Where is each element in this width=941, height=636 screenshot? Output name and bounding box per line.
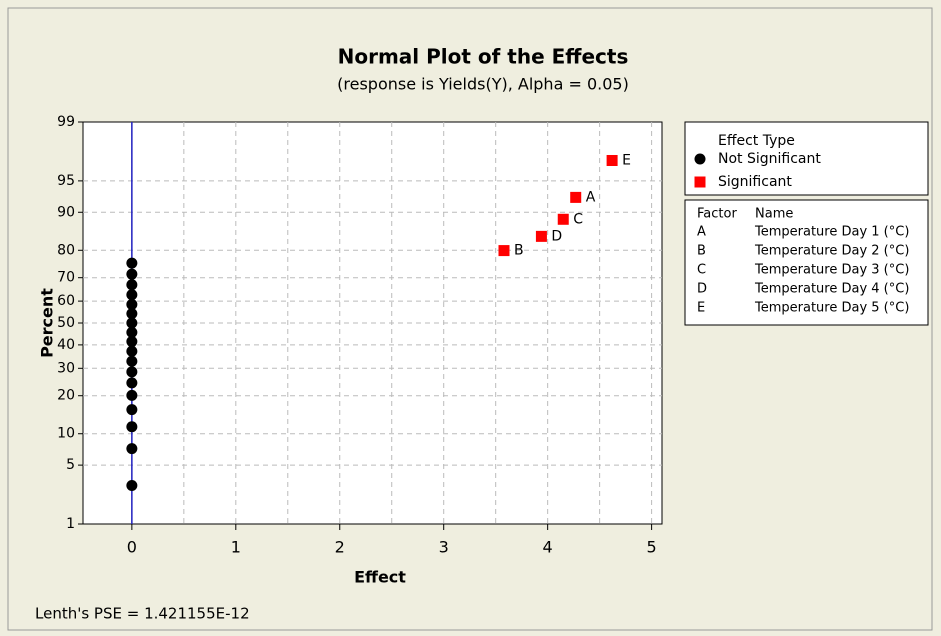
- point-label: E: [622, 152, 631, 168]
- y-tick-label: 99: [57, 114, 75, 130]
- chart-subtitle: (response is Yields(Y), Alpha = 0.05): [337, 75, 629, 94]
- point: [557, 213, 569, 225]
- table-cell: Temperature Day 4 (°C): [754, 282, 909, 297]
- y-tick-label: 1: [66, 516, 75, 532]
- y-tick-label: 40: [57, 337, 75, 353]
- x-tick-label: 1: [231, 538, 241, 557]
- point-label: B: [514, 243, 524, 259]
- x-tick-label: 3: [439, 538, 449, 557]
- point: [126, 289, 138, 301]
- point: [126, 480, 138, 492]
- legend-label: Not Significant: [718, 151, 821, 167]
- x-tick-label: 4: [543, 538, 553, 557]
- table-cell: Temperature Day 2 (°C): [754, 244, 909, 259]
- y-tick-label: 50: [57, 315, 75, 331]
- table-cell: E: [697, 301, 705, 316]
- chart-title: Normal Plot of the Effects: [338, 45, 629, 69]
- footnote: Lenth's PSE = 1.421155E-12: [35, 605, 250, 623]
- point: [126, 355, 138, 367]
- table-header: Name: [755, 207, 793, 222]
- y-tick-label: 95: [57, 173, 75, 189]
- point: [126, 268, 138, 280]
- legend-box: [684, 121, 929, 196]
- point: [570, 191, 582, 203]
- factor-table-box: [684, 199, 929, 326]
- y-tick-label: 90: [57, 204, 75, 220]
- table-cell: Temperature Day 1 (°C): [754, 225, 909, 240]
- y-tick-label: 30: [57, 360, 75, 376]
- point: [126, 443, 138, 455]
- point: [126, 308, 138, 320]
- point: [126, 317, 138, 329]
- point-label: A: [586, 189, 596, 205]
- point: [606, 154, 618, 166]
- legend-marker: [694, 176, 706, 188]
- point-label: C: [573, 211, 583, 227]
- point: [126, 336, 138, 348]
- table-cell: A: [697, 225, 706, 240]
- point: [126, 279, 138, 291]
- point: [126, 345, 138, 357]
- point: [498, 245, 510, 257]
- point: [126, 298, 138, 310]
- y-tick-label: 20: [57, 388, 75, 404]
- point: [126, 389, 138, 401]
- y-tick-label: 80: [57, 242, 75, 258]
- legend-marker: [694, 153, 706, 165]
- legend-label: Significant: [718, 174, 792, 190]
- y-tick-label: 5: [66, 457, 75, 473]
- table-cell: D: [697, 282, 707, 297]
- table-cell: B: [697, 244, 706, 259]
- y-tick-label: 60: [57, 293, 75, 309]
- point: [535, 230, 547, 242]
- x-axis-label: Effect: [354, 568, 406, 587]
- point: [126, 366, 138, 378]
- table-header: Factor: [697, 207, 737, 222]
- legend-title: Effect Type: [718, 133, 795, 149]
- table-cell: Temperature Day 5 (°C): [754, 301, 909, 316]
- point: [126, 326, 138, 338]
- point: [126, 404, 138, 416]
- table-cell: Temperature Day 3 (°C): [754, 263, 909, 278]
- point: [126, 377, 138, 389]
- point-label: D: [551, 228, 562, 244]
- point: [126, 257, 138, 269]
- x-tick-label: 2: [335, 538, 345, 557]
- point: [126, 421, 138, 433]
- x-tick-label: 0: [127, 538, 137, 557]
- y-tick-label: 70: [57, 270, 75, 286]
- y-axis-label: Percent: [38, 288, 57, 358]
- y-tick-label: 10: [57, 426, 75, 442]
- x-tick-label: 5: [647, 538, 657, 557]
- table-cell: C: [697, 263, 706, 278]
